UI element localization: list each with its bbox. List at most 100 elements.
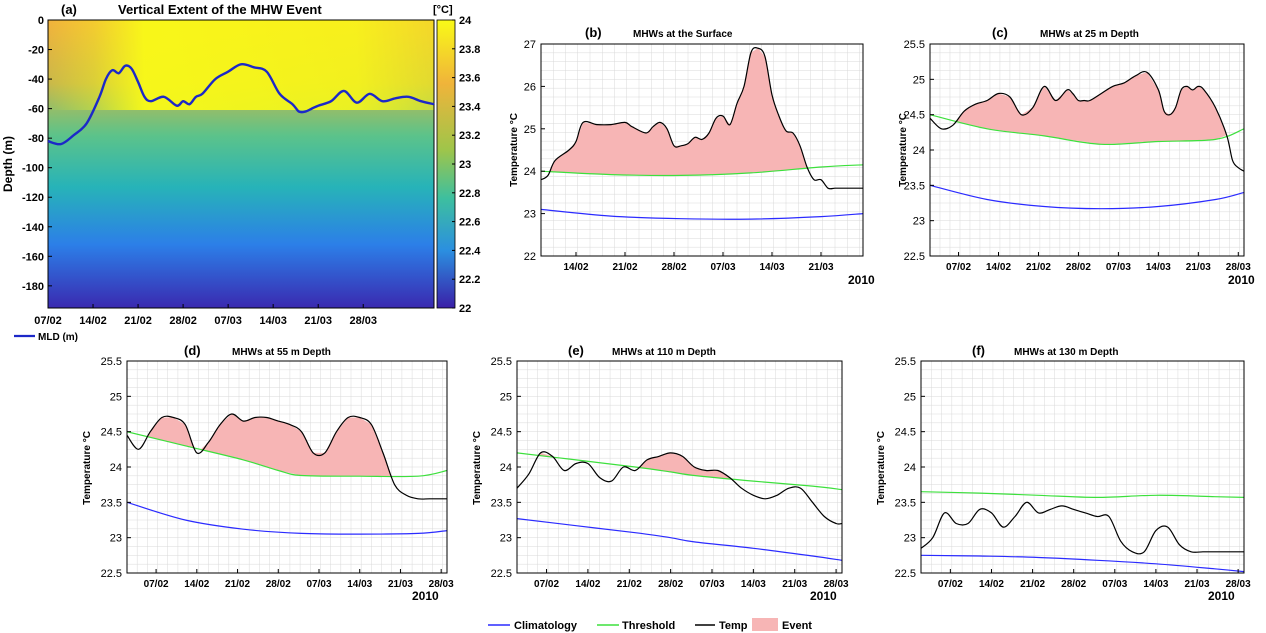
x-tick-label-a: 07/02 bbox=[34, 315, 62, 327]
y-tick-label: 23 bbox=[904, 533, 916, 545]
x-tick-label: 21/03 bbox=[808, 262, 833, 273]
panel-a-heatmap: (a) Vertical Extent of the MHW Event [°C… bbox=[1, 2, 456, 343]
panel-title-e: MHWs at 110 m Depth bbox=[612, 347, 716, 358]
y-tick-label: 22 bbox=[524, 251, 536, 263]
y-tick-label: 25 bbox=[913, 74, 925, 86]
colorbar-tick-label: 22.6 bbox=[459, 217, 480, 229]
x-tick-label: 21/03 bbox=[782, 579, 807, 590]
panel-f: (f) MHWs at 130 m Depth 2010 Temperature… bbox=[876, 343, 1235, 603]
y-tick-label: 23.5 bbox=[904, 180, 925, 192]
series-line-temp bbox=[920, 501, 1244, 555]
y-tick-label: 23.5 bbox=[895, 497, 916, 509]
y-tick-label: 24 bbox=[524, 166, 536, 178]
panel-label-a: (a) bbox=[61, 2, 77, 17]
legend: Climatology Threshold Temp Event bbox=[488, 618, 812, 632]
panel-b: (b) MHWs at the Surface 2010 Temperature… bbox=[509, 25, 875, 287]
y-tick-label: 22.5 bbox=[895, 568, 916, 580]
year-label-e: 2010 bbox=[810, 589, 837, 603]
year-label-f: 2010 bbox=[1208, 589, 1235, 603]
event-area bbox=[539, 453, 553, 458]
x-tick-label: 14/02 bbox=[986, 262, 1011, 273]
y-tick-label-a: -120 bbox=[22, 192, 44, 204]
legend-event-swatch bbox=[752, 618, 778, 631]
x-tick-label: 28/03 bbox=[429, 579, 454, 590]
x-tick-label: 21/02 bbox=[225, 579, 250, 590]
plot-frame-b bbox=[540, 43, 864, 257]
x-tick-label: 28/03 bbox=[824, 579, 849, 590]
y-tick-label: 23 bbox=[913, 216, 925, 228]
y-tick-label-a: -40 bbox=[28, 74, 44, 86]
mld-legend-label: MLD (m) bbox=[38, 332, 78, 343]
series-line-climatology bbox=[920, 554, 1245, 573]
y-tick-label: 24.5 bbox=[904, 110, 925, 122]
y-tick-label: 27 bbox=[524, 39, 536, 51]
ylabel-e: Temperature °C bbox=[472, 431, 483, 505]
y-tick-label: 24 bbox=[110, 462, 122, 474]
x-tick-label: 07/02 bbox=[144, 579, 169, 590]
y-tick-label: 24 bbox=[500, 462, 512, 474]
colorbar-unit: [°C] bbox=[433, 4, 453, 16]
y-tick-label: 23 bbox=[110, 533, 122, 545]
colorbar-tick-label: 23.6 bbox=[459, 73, 480, 85]
y-tick-label-a: 0 bbox=[38, 15, 44, 27]
panel-d-marks: 22.5 23 23.5 24 24.5 25 25.5 07/02 14/02 21/02 28/… bbox=[101, 356, 455, 590]
y-tick-label: 25.5 bbox=[491, 356, 512, 368]
x-tick-label: 21/02 bbox=[1020, 579, 1045, 590]
y-tick-label: 25 bbox=[110, 391, 122, 403]
series-line-temp bbox=[929, 70, 1245, 172]
panel-title-f: MHWs at 130 m Depth bbox=[1014, 347, 1118, 358]
series-line-threshold bbox=[540, 164, 864, 177]
panel-b-marks: 22 23 24 25 26 27 14/02 21/02 28/02 07/03 14/03 21/… bbox=[524, 39, 864, 273]
panel-label-b: (b) bbox=[585, 25, 602, 40]
x-tick-label: 28/02 bbox=[266, 579, 291, 590]
series-line-climatology bbox=[126, 501, 448, 535]
x-tick-label: 14/02 bbox=[575, 579, 600, 590]
y-tick-label: 23.5 bbox=[491, 497, 512, 509]
series-line-threshold bbox=[126, 431, 448, 478]
x-tick-label-a: 14/03 bbox=[259, 315, 287, 327]
series-line-threshold bbox=[929, 114, 1245, 146]
series-line-temp bbox=[126, 413, 447, 500]
colorbar-tick-label: 22.8 bbox=[459, 188, 480, 200]
panel-title-a: Vertical Extent of the MHW Event bbox=[118, 2, 322, 17]
series-line-climatology bbox=[929, 184, 1245, 210]
x-tick-label-a: 21/02 bbox=[124, 315, 152, 327]
y-tick-label: 24 bbox=[913, 145, 925, 157]
panel-a-marks: 0 -20 -40 -60 -80 -100 -120 -140 -160 -180 07/02 14… bbox=[22, 15, 481, 327]
year-label-b: 2010 bbox=[848, 273, 875, 287]
colorbar-tick-label: 23.8 bbox=[459, 44, 480, 56]
panel-title-c: MHWs at 25 m Depth bbox=[1040, 29, 1139, 40]
ylabel-b: Temperature °C bbox=[509, 113, 520, 187]
y-tick-label: 25 bbox=[500, 391, 512, 403]
x-tick-label: 14/03 bbox=[741, 579, 766, 590]
panel-label-c: (c) bbox=[992, 25, 1008, 40]
panel-title-d: MHWs at 55 m Depth bbox=[232, 347, 331, 358]
legend-event-label: Event bbox=[782, 620, 812, 632]
ylabel-f: Temperature °C bbox=[876, 431, 887, 505]
x-tick-label-a: 28/03 bbox=[349, 315, 377, 327]
panel-f-marks: 22.5 23 23.5 24 24.5 25 25.5 07/02 14/02 21/02 28/… bbox=[895, 356, 1251, 590]
ylabel-c: Temperature °C bbox=[898, 113, 909, 187]
x-tick-label: 21/03 bbox=[388, 579, 413, 590]
legend-temp-label: Temp bbox=[719, 620, 748, 632]
series-line-threshold bbox=[920, 491, 1245, 499]
colorbar-tick-label: 23.4 bbox=[459, 101, 481, 113]
y-tick-label: 24.5 bbox=[101, 427, 122, 439]
y-tick-label: 22.5 bbox=[904, 251, 925, 263]
x-tick-label: 14/02 bbox=[184, 579, 209, 590]
y-tick-label: 25 bbox=[524, 124, 536, 136]
x-tick-label: 07/03 bbox=[710, 262, 735, 273]
panel-label-e: (e) bbox=[568, 343, 584, 358]
y-tick-label: 25 bbox=[904, 391, 916, 403]
x-tick-label: 14/03 bbox=[1143, 579, 1168, 590]
panel-e-marks: 22.5 23 23.5 24 24.5 25 25.5 07/02 14/02 21/02 28/… bbox=[491, 356, 849, 590]
x-tick-label: 28/02 bbox=[1061, 579, 1086, 590]
y-tick-label: 25.5 bbox=[904, 39, 925, 51]
x-tick-label: 14/03 bbox=[347, 579, 372, 590]
heatmap-frame bbox=[47, 19, 435, 309]
year-label-c: 2010 bbox=[1228, 273, 1255, 287]
panel-e: (e) MHWs at 110 m Depth 2010 Temperature… bbox=[472, 343, 837, 603]
event-area bbox=[549, 48, 808, 176]
series-line-temp bbox=[516, 451, 843, 525]
y-tick-label: 23.5 bbox=[101, 497, 122, 509]
